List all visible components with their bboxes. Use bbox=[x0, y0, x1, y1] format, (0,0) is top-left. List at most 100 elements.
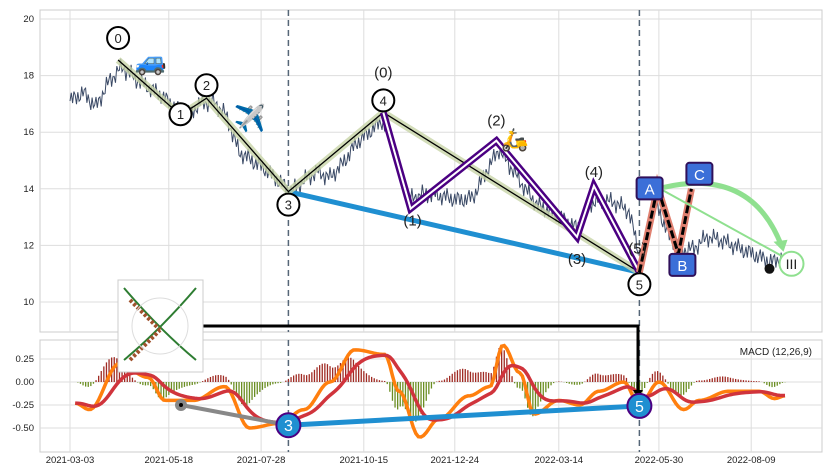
macd-histogram-bar bbox=[316, 367, 317, 382]
sub-wave-label: (1) bbox=[403, 213, 421, 230]
macd-histogram-bar bbox=[670, 382, 671, 388]
macd-histogram-bar bbox=[225, 377, 226, 382]
macd-histogram-bar bbox=[233, 382, 234, 390]
macd-histogram-bar bbox=[418, 382, 419, 419]
wave-label: 3 bbox=[285, 198, 292, 213]
macd-histogram-bar bbox=[769, 382, 770, 386]
price-y-tick: 10 bbox=[23, 297, 34, 308]
macd-histogram-bar bbox=[288, 379, 289, 382]
macd-histogram-bar bbox=[540, 382, 541, 402]
macd-histogram-bar bbox=[439, 381, 440, 382]
x-tick-label: 2021-10-15 bbox=[339, 455, 388, 466]
macd-histogram-bar bbox=[667, 382, 668, 384]
macd-histogram-bar bbox=[519, 382, 520, 388]
wave-label: 5 bbox=[636, 277, 643, 292]
macd-histogram-bar bbox=[264, 382, 265, 388]
macd-histogram-bar bbox=[712, 378, 713, 382]
macd-histogram-bar bbox=[223, 376, 224, 382]
scooter-icon: 🛵 bbox=[501, 127, 528, 153]
macd-histogram-bar bbox=[774, 382, 775, 387]
macd-histogram-bar bbox=[662, 376, 663, 382]
macd-histogram-bar bbox=[444, 379, 445, 382]
macd-histogram-bar bbox=[649, 378, 650, 382]
macd-histogram-bar bbox=[179, 382, 180, 389]
macd-histogram-bar bbox=[605, 375, 606, 382]
macd-histogram-bar bbox=[329, 366, 330, 382]
macd-histogram-bar bbox=[714, 378, 715, 382]
macd-histogram-bar bbox=[576, 382, 577, 385]
sub-wave-label: (0) bbox=[374, 64, 392, 81]
macd-histogram-bar bbox=[215, 375, 216, 382]
macd-histogram-bar bbox=[446, 378, 447, 382]
macd-histogram-bar bbox=[688, 382, 689, 389]
macd-histogram-bar bbox=[324, 363, 325, 382]
macd-histogram-bar bbox=[454, 372, 455, 382]
macd-histogram-bar bbox=[368, 375, 369, 382]
macd-histogram-bar bbox=[77, 382, 78, 383]
macd-histogram-bar bbox=[509, 367, 510, 382]
sub-wave-label: (4) bbox=[585, 164, 603, 181]
macd-histogram-bar bbox=[309, 374, 310, 382]
macd-histogram-bar bbox=[709, 379, 710, 382]
macd-histogram-bar bbox=[545, 382, 546, 392]
correction-label: B bbox=[677, 258, 687, 275]
macd-histogram-bar bbox=[582, 382, 583, 384]
macd-histogram-bar bbox=[543, 382, 544, 397]
macd-histogram-bar bbox=[738, 379, 739, 382]
macd-histogram-bar bbox=[371, 377, 372, 382]
macd-histogram-bar bbox=[647, 382, 648, 383]
macd-histogram-bar bbox=[101, 371, 102, 382]
x-tick-label: 2022-08-09 bbox=[727, 455, 776, 466]
macd-histogram-bar bbox=[327, 364, 328, 382]
macd-histogram-bar bbox=[548, 382, 549, 388]
macd-histogram-bar bbox=[592, 375, 593, 382]
macd-histogram-bar bbox=[514, 382, 515, 383]
price-y-tick: 16 bbox=[23, 127, 34, 138]
macd-histogram-bar bbox=[142, 382, 143, 385]
macd-histogram-bar bbox=[90, 382, 91, 386]
macd-histogram-bar bbox=[88, 382, 89, 387]
macd-histogram-bar bbox=[98, 376, 99, 382]
price-y-tick: 12 bbox=[23, 240, 34, 251]
macd-histogram-bar bbox=[693, 382, 694, 383]
macd-histogram-bar bbox=[82, 382, 83, 385]
macd-histogram-bar bbox=[379, 380, 380, 382]
macd-histogram-bar bbox=[465, 369, 466, 382]
sub-wave-label: (5) bbox=[628, 240, 646, 257]
x-tick-label: 2021-03-03 bbox=[46, 455, 95, 466]
macd-histogram-bar bbox=[644, 382, 645, 388]
x-tick-label: 2021-12-24 bbox=[430, 455, 479, 466]
x-tick-label: 2021-05-18 bbox=[144, 455, 193, 466]
macd-histogram-bar bbox=[246, 382, 247, 406]
macd-histogram-bar bbox=[587, 379, 588, 382]
macd-histogram-bar bbox=[363, 371, 364, 382]
macd-label: MACD (12,26,9) bbox=[740, 347, 812, 358]
macd-histogram-bar bbox=[249, 382, 250, 403]
macd-histogram-bar bbox=[613, 374, 614, 382]
macd-histogram-bar bbox=[95, 380, 96, 382]
macd-histogram-bar bbox=[615, 374, 616, 382]
macd-histogram-bar bbox=[103, 366, 104, 382]
correction-label: A bbox=[645, 181, 655, 198]
macd-histogram-bar bbox=[553, 382, 554, 383]
macd-histogram-bar bbox=[298, 374, 299, 382]
macd-histogram-bar bbox=[766, 382, 767, 385]
macd-histogram-bar bbox=[467, 370, 468, 382]
macd-histogram-bar bbox=[589, 377, 590, 382]
macd-histogram-bar bbox=[358, 366, 359, 382]
macd-histogram-bar bbox=[758, 381, 759, 382]
macd-histogram-bar bbox=[725, 377, 726, 382]
macd-histogram-bar bbox=[189, 382, 190, 386]
macd-y-tick: -0.50 bbox=[12, 423, 34, 434]
macd-wave-label: 5 bbox=[635, 399, 644, 416]
macd-histogram-bar bbox=[205, 380, 206, 382]
airplane-icon: ✈️ bbox=[234, 102, 266, 133]
macd-histogram-bar bbox=[376, 379, 377, 382]
macd-histogram-bar bbox=[319, 365, 320, 382]
macd-histogram-bar bbox=[717, 377, 718, 382]
macd-histogram-bar bbox=[680, 382, 681, 396]
macd-histogram-bar bbox=[186, 382, 187, 386]
macd-histogram-bar bbox=[387, 382, 388, 384]
macd-histogram-bar bbox=[488, 373, 489, 382]
